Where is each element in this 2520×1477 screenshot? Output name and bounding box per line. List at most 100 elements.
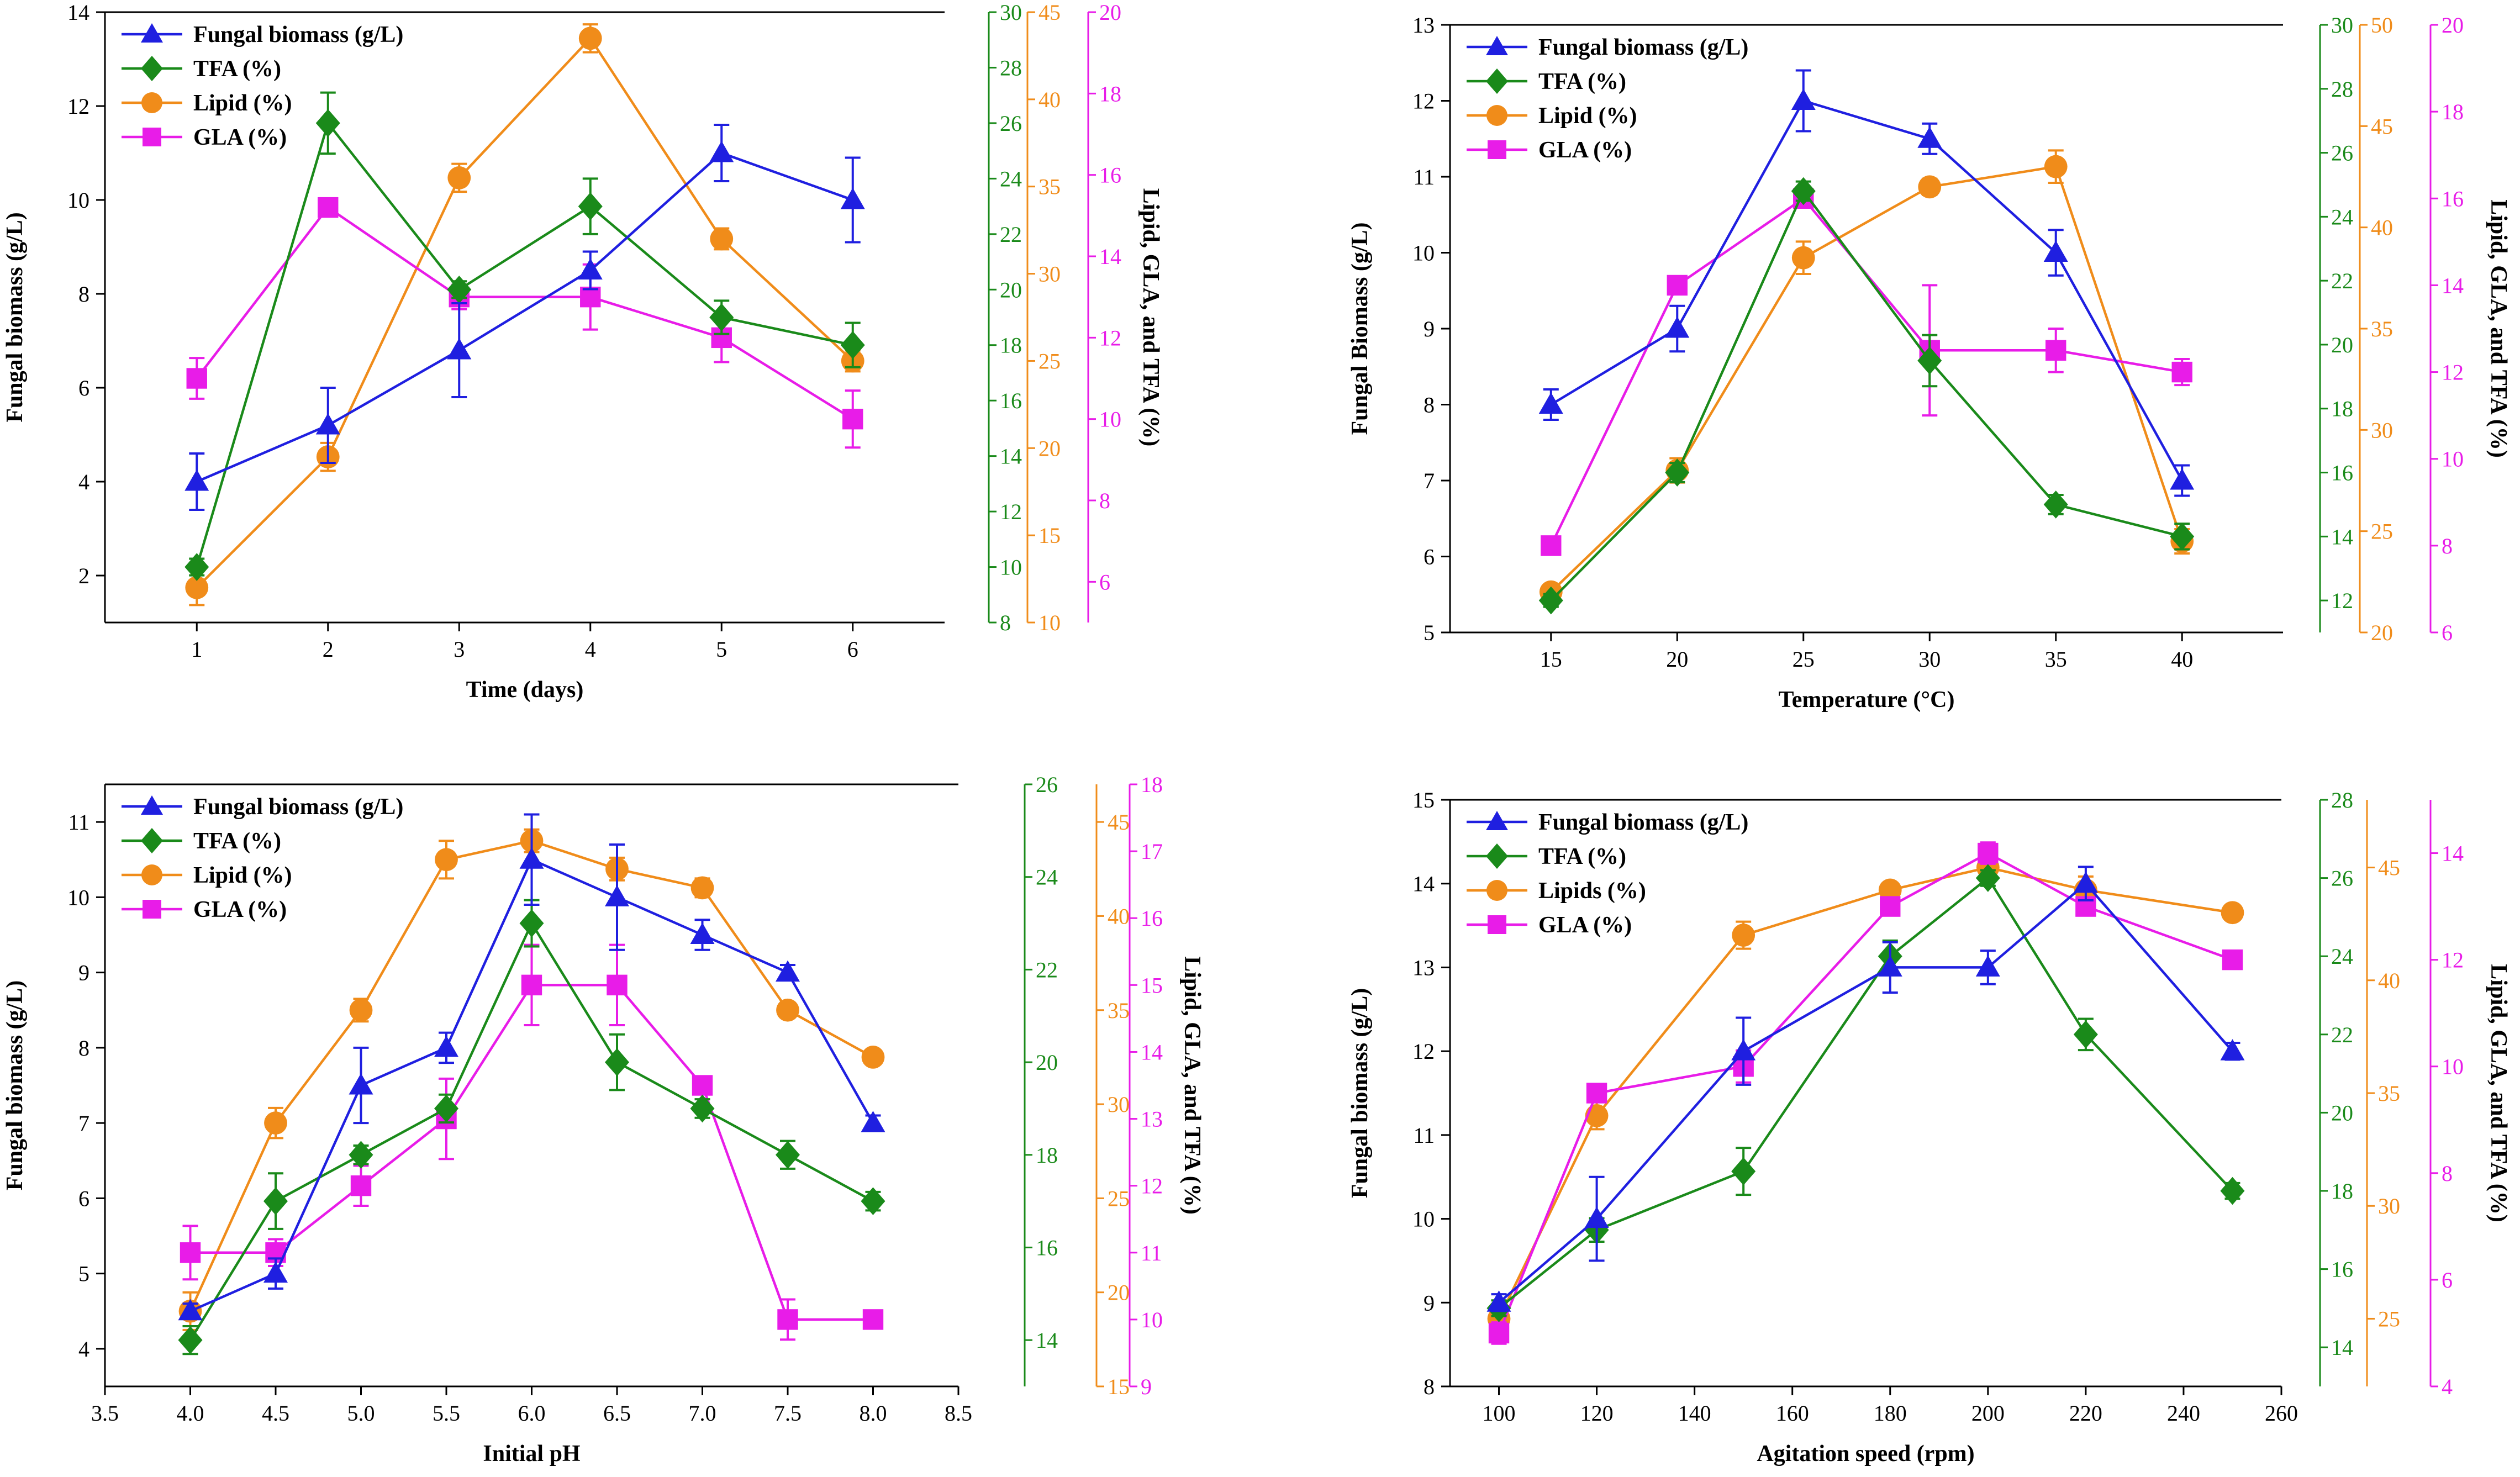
y-tick-label-gla: 8	[1099, 488, 1110, 513]
series-line-tfa	[1550, 188, 2182, 602]
legend-label-tfa: TFA (%)	[1538, 69, 1626, 94]
legend-label-biomass: Fungal biomass (g/L)	[193, 22, 403, 48]
y-tick-label-left: 9	[1424, 317, 1435, 341]
data-point-biomass	[263, 1261, 288, 1283]
data-point-tfa	[315, 109, 340, 138]
y-tick-label-tfa: 14	[2331, 524, 2353, 549]
data-point-tfa	[605, 1048, 629, 1077]
x-axis-title: Agitation speed (rpm)	[1757, 1441, 1974, 1467]
legend-label-lipid: Lipid (%)	[1538, 103, 1637, 129]
data-point-lipid	[447, 166, 471, 189]
x-tick-label: 2	[323, 637, 334, 662]
x-tick-label: 15	[1540, 647, 1562, 672]
y-tick-label-lipid: 45	[1038, 0, 1061, 25]
y-tick-label-lipid: 50	[2371, 13, 2393, 38]
y-tick-label-left: 11	[68, 810, 89, 835]
series-line-gla	[196, 205, 853, 420]
data-point-lipid	[2221, 901, 2244, 925]
data-point-tfa	[519, 909, 544, 937]
data-point-lipid	[710, 227, 734, 251]
data-point-biomass	[709, 141, 734, 162]
y-tick-label-gla: 4	[2442, 1374, 2453, 1399]
x-tick-label: 7.5	[774, 1401, 802, 1426]
data-point-biomass	[1917, 126, 1942, 148]
data-point-biomass	[519, 847, 544, 869]
series-line-biomass	[196, 151, 853, 483]
series-biomass	[184, 124, 865, 511]
y-tick-label-lipid: 40	[2378, 968, 2400, 993]
y-tick-label-lipid: 15	[1038, 523, 1061, 548]
y-tick-label-lipid: 35	[1038, 175, 1061, 199]
y-tick-label-tfa: 20	[1036, 1050, 1058, 1075]
series-line-lipid	[196, 36, 854, 589]
legend-marker-tfa	[141, 828, 163, 853]
legend-marker-biomass	[1486, 36, 1508, 55]
series-line-lipid	[1550, 165, 2184, 593]
y-tick-label-left: 11	[1413, 1123, 1435, 1148]
y-tick-label-lipid: 20	[1108, 1280, 1130, 1305]
y-tick-label-left: 2	[78, 563, 89, 588]
data-point-gla	[521, 974, 542, 996]
data-point-gla	[2045, 340, 2066, 361]
legend-marker-gla	[143, 900, 161, 919]
y-tick-label-lipid: 35	[2371, 317, 2393, 341]
data-point-lipid	[2044, 155, 2068, 178]
y-tick-label-left: 4	[78, 1337, 89, 1362]
y-tick-label-left: 12	[1412, 89, 1435, 114]
x-tick-label: 8.0	[860, 1401, 887, 1426]
data-point-tfa	[2073, 1020, 2098, 1049]
legend-label-tfa: TFA (%)	[193, 56, 281, 82]
data-point-tfa	[263, 1187, 288, 1215]
x-tick-label: 140	[1678, 1401, 1711, 1426]
series-biomass	[1486, 866, 2245, 1312]
data-point-biomass	[178, 1299, 203, 1321]
x-tick-label: 240	[2167, 1401, 2200, 1426]
data-point-tfa	[2220, 1177, 2245, 1205]
y-tick-label-tfa: 24	[1036, 865, 1058, 890]
y-tick-label-tfa: 24	[2331, 944, 2353, 969]
data-point-biomass	[1665, 317, 1690, 338]
y-tick-label-lipid: 40	[2371, 215, 2393, 240]
series-line-gla	[190, 984, 873, 1321]
y-tick-label-left: 10	[1412, 1207, 1435, 1232]
data-point-lipid	[1732, 924, 1755, 947]
y-tick-label-left: 10	[1412, 241, 1435, 266]
x-tick-label: 200	[1971, 1401, 2005, 1426]
y-tick-label-left: 9	[1424, 1290, 1435, 1315]
data-point-biomass	[1584, 1206, 1609, 1228]
y-tick-label-left: 13	[1412, 13, 1435, 38]
data-point-tfa	[690, 1094, 715, 1123]
x-axis-title: Time (days)	[466, 677, 584, 703]
y-tick-label-lipid: 45	[2378, 856, 2400, 880]
y-tick-label-gla: 6	[1099, 569, 1110, 594]
data-point-lipid	[1878, 878, 1902, 902]
y-tick-label-gla: 14	[1141, 1040, 1163, 1064]
y-tick-label-lipid: 30	[2371, 418, 2393, 442]
data-point-tfa	[349, 1141, 373, 1169]
data-point-tfa	[2170, 523, 2195, 551]
y-tick-label-left: 8	[78, 1036, 89, 1061]
y-tick-label-left: 5	[1424, 620, 1435, 645]
legend-marker-lipid	[141, 864, 162, 885]
y-tick-label-tfa: 18	[2331, 1179, 2353, 1204]
series-biomass	[178, 813, 885, 1321]
y-tick-label-lipid: 40	[1038, 87, 1061, 112]
series-line-biomass	[1498, 882, 2234, 1304]
x-tick-label: 160	[1776, 1401, 1809, 1426]
data-point-biomass	[861, 1111, 885, 1132]
data-point-lipid	[264, 1111, 287, 1135]
data-point-gla	[1978, 842, 1999, 864]
y-tick-label-gla: 18	[1099, 81, 1121, 106]
y-tick-label-lipid: 30	[1038, 262, 1061, 287]
y-tick-label-gla: 16	[1141, 906, 1163, 931]
data-point-gla	[180, 1242, 201, 1263]
y-tick-label-left: 6	[78, 376, 89, 400]
y-tick-label-left: 14	[1412, 872, 1435, 896]
series-gla	[1541, 188, 2192, 556]
y-tick-label-tfa: 26	[2331, 141, 2353, 166]
x-tick-label: 6	[847, 637, 858, 662]
x-tick-label: 260	[2265, 1401, 2298, 1426]
data-point-tfa	[1975, 864, 2000, 892]
y-tick-label-gla: 10	[1099, 407, 1121, 432]
